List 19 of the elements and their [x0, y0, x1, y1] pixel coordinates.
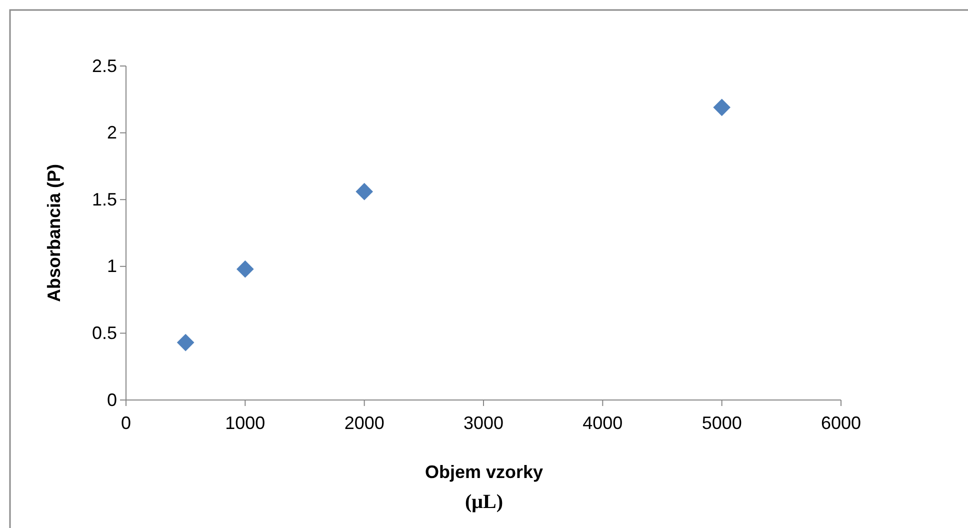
- y-axis-title: Absorbancia (P): [44, 164, 64, 302]
- x-tick-label: 0: [120, 412, 132, 433]
- x-tick-label: 1000: [225, 412, 266, 433]
- point: [713, 98, 730, 116]
- x-tick-label: 4000: [582, 412, 623, 433]
- x-tick-label: 6000: [820, 412, 862, 433]
- x-axis-title: Objem vzorky (μL): [424, 462, 544, 513]
- x-tick-label: 5000: [702, 412, 742, 433]
- point: [176, 334, 194, 352]
- y-tick-label: 1: [106, 256, 117, 276]
- y-tick-label: 0.5: [92, 322, 117, 343]
- y-tick-label: 1.5: [92, 189, 117, 210]
- x-tick-label: 3000: [463, 412, 504, 433]
- x-tick-label: 2000: [344, 412, 384, 433]
- y-tick-label: 2.5: [92, 56, 117, 76]
- y-tick-label: 0: [106, 390, 117, 410]
- y-tick-label: 2: [106, 122, 117, 143]
- point: [356, 182, 373, 200]
- point: [236, 260, 254, 278]
